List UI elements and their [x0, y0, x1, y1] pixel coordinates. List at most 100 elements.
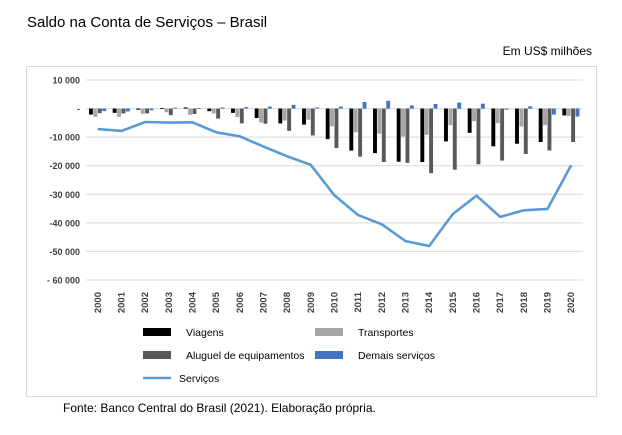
- bar-aluguel-de-equipamentos-2000: [97, 108, 102, 114]
- x-tick-label: 2002: [140, 292, 151, 313]
- bar-viagens-2013: [396, 108, 401, 162]
- x-tick-label: 2019: [543, 292, 554, 313]
- bar-demais-servi-os-2019: [551, 108, 556, 115]
- legend-label-servi-os: Serviços: [179, 373, 219, 385]
- x-tick-label: 2008: [282, 292, 293, 313]
- bar-viagens-2010: [325, 108, 330, 140]
- bar-transportes-2004: [188, 108, 192, 115]
- bar-demais-servi-os-2005: [220, 107, 225, 109]
- bar-transportes-2013: [401, 108, 405, 137]
- bar-viagens-2009: [302, 108, 306, 125]
- bar-transportes-2011: [353, 108, 358, 133]
- legend-swatch-aluguel-de-equipamentos: [143, 351, 171, 359]
- x-tick-label: 2005: [211, 291, 222, 313]
- bar-transportes-2002: [140, 108, 145, 114]
- y-tick-label: - 60 000: [47, 276, 80, 286]
- x-tick-label: 2009: [306, 292, 317, 313]
- x-tick-label: 2012: [377, 292, 388, 313]
- bar-aluguel-de-equipamentos-2015: [452, 108, 457, 170]
- bar-viagens-2001: [112, 108, 117, 113]
- legend-label-viagens: Viagens: [186, 327, 224, 339]
- bar-transportes-2014: [424, 108, 429, 135]
- bar-transportes-2007: [259, 108, 263, 123]
- bar-aluguel-de-equipamentos-2004: [192, 108, 197, 114]
- bar-viagens-2019: [538, 108, 543, 142]
- chart-title: Saldo na Conta de Serviços – Brasil: [27, 14, 268, 31]
- bar-transportes-2020: [566, 108, 571, 116]
- bar-viagens-2020: [562, 108, 567, 116]
- bar-demais-servi-os-2010: [338, 106, 343, 109]
- bar-demais-servi-os-2002: [149, 108, 154, 111]
- bar-aluguel-de-equipamentos-2018: [523, 108, 528, 154]
- x-tick-label: 2016: [472, 292, 483, 313]
- bar-transportes-2000: [93, 108, 98, 117]
- source-note: Fonte: Banco Central do Brasil (2021). E…: [63, 401, 376, 415]
- x-tick-label: 2010: [330, 292, 341, 313]
- y-tick-label: -30 000: [49, 190, 80, 200]
- bar-viagens-2007: [254, 108, 259, 118]
- bar-demais-servi-os-2011: [362, 102, 367, 109]
- bar-demais-servi-os-2016: [480, 103, 485, 109]
- bar-aluguel-de-equipamentos-2001: [121, 108, 126, 114]
- bar-aluguel-de-equipamentos-2016: [476, 108, 481, 165]
- bar-viagens-2003: [160, 108, 164, 109]
- bar-viagens-2008: [278, 108, 283, 124]
- bar-demais-servi-os-2020: [575, 108, 580, 117]
- bar-demais-servi-os-2008: [291, 104, 296, 109]
- bar-transportes-2018: [519, 108, 524, 127]
- bar-transportes-2015: [448, 108, 453, 126]
- legend-label-aluguel-de-equipamentos: Aluguel de equipamentos: [186, 350, 305, 362]
- bar-viagens-2017: [491, 108, 496, 147]
- bar-transportes-2006: [235, 108, 240, 118]
- bar-transportes-2008: [282, 108, 287, 121]
- y-tick-label: -20 000: [49, 161, 80, 171]
- bar-aluguel-de-equipamentos-2020: [571, 108, 576, 142]
- bar-aluguel-de-equipamentos-2003: [168, 108, 173, 116]
- x-tick-label: 2013: [401, 292, 412, 313]
- bar-demais-servi-os-2018: [528, 106, 533, 109]
- bar-aluguel-de-equipamentos-2009: [310, 108, 315, 136]
- bar-viagens-2014: [420, 108, 425, 162]
- bar-aluguel-de-equipamentos-2013: [405, 108, 410, 163]
- bar-demais-servi-os-2015: [457, 102, 462, 109]
- bar-transportes-2017: [495, 108, 500, 124]
- x-tick-label: 2011: [353, 291, 364, 312]
- bar-viagens-2000: [89, 108, 93, 115]
- bar-aluguel-de-equipamentos-2014: [429, 108, 434, 174]
- bar-transportes-2019: [543, 108, 547, 126]
- bar-demais-servi-os-2001: [125, 108, 130, 112]
- bar-viagens-2011: [349, 108, 354, 151]
- legend-swatch-viagens: [143, 328, 171, 336]
- bar-demais-servi-os-2007: [267, 106, 272, 109]
- legend-swatch-transportes: [315, 328, 343, 336]
- bar-viagens-2004: [183, 107, 188, 109]
- bar-transportes-2003: [164, 108, 169, 113]
- x-tick-label: 2000: [93, 292, 104, 313]
- bar-demais-servi-os-2012: [386, 100, 391, 109]
- bar-aluguel-de-equipamentos-2011: [358, 108, 363, 157]
- bar-viagens-2015: [444, 108, 448, 142]
- unit-note: Em US$ milhões: [502, 44, 592, 58]
- bar-demais-servi-os-2017: [504, 108, 509, 110]
- bar-transportes-2005: [211, 108, 216, 114]
- bar-viagens-2006: [231, 108, 235, 113]
- bar-transportes-2012: [377, 108, 382, 134]
- x-tick-label: 2003: [164, 292, 175, 313]
- x-tick-label: 2020: [566, 292, 577, 313]
- bar-aluguel-de-equipamentos-2010: [334, 108, 339, 148]
- bar-viagens-2018: [515, 108, 519, 144]
- x-tick-label: 2017: [495, 292, 506, 313]
- bar-aluguel-de-equipamentos-2012: [381, 108, 386, 162]
- x-tick-label: 2015: [448, 291, 459, 313]
- bar-demais-servi-os-2004: [196, 108, 201, 109]
- x-tick-label: 2006: [235, 292, 246, 313]
- bar-demais-servi-os-2013: [409, 105, 414, 109]
- bar-demais-servi-os-2000: [102, 108, 107, 112]
- bar-aluguel-de-equipamentos-2005: [216, 108, 221, 119]
- x-tick-label: 2004: [188, 291, 199, 313]
- bar-demais-servi-os-2006: [244, 107, 249, 109]
- bar-aluguel-de-equipamentos-2019: [547, 108, 552, 151]
- x-tick-label: 2001: [117, 291, 128, 313]
- y-tick-label: -: [77, 104, 80, 114]
